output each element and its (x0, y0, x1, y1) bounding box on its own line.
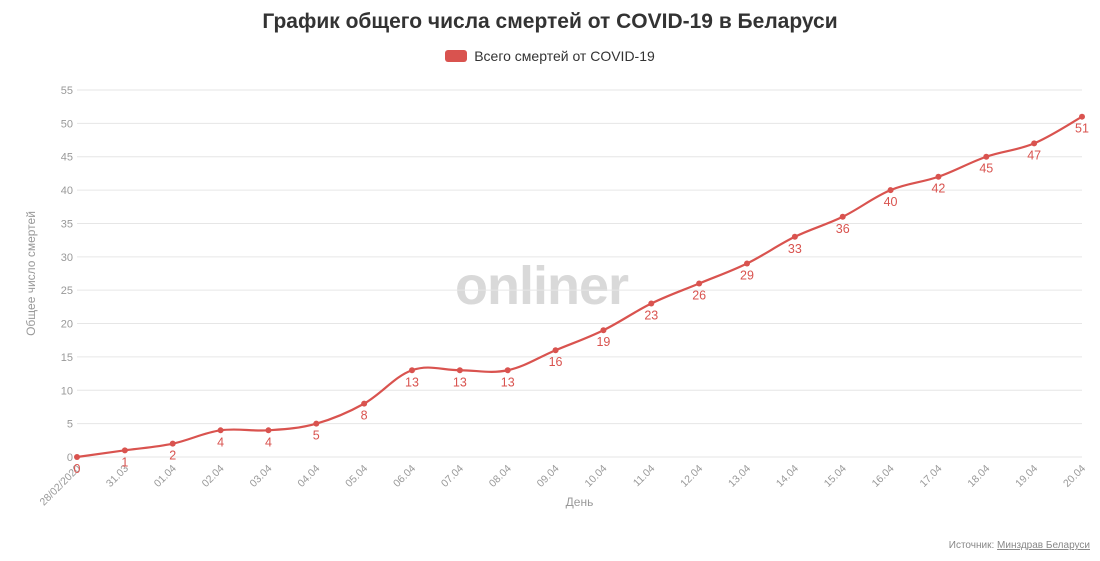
series-line (76, 115, 1083, 459)
data-point (887, 187, 894, 194)
y-tick-label: 35 (61, 218, 73, 230)
y-tick-label: 55 (61, 85, 73, 97)
x-tick-label: 07.04 (439, 463, 466, 490)
data-point (839, 213, 846, 220)
source-note: Источник: Минздрав Беларуси (949, 540, 1090, 551)
data-point (696, 280, 703, 287)
data-point (456, 367, 463, 374)
x-tick-label: 09.04 (535, 463, 562, 490)
data-point (983, 153, 990, 160)
x-tick-label: 20.04 (1061, 463, 1088, 490)
data-label: 0 (74, 462, 81, 476)
data-point (791, 233, 798, 240)
y-tick-label: 50 (61, 118, 73, 130)
x-tick-label: 06.04 (391, 463, 418, 490)
data-point (504, 367, 511, 374)
x-axis-title: День (566, 495, 594, 509)
x-tick-label: 15.04 (822, 463, 849, 490)
data-label: 33 (788, 242, 802, 256)
y-tick-label: 15 (61, 352, 73, 364)
y-tick-label: 30 (61, 252, 73, 264)
data-label: 8 (361, 409, 368, 423)
data-label: 40 (884, 195, 898, 209)
data-label: 2 (169, 449, 176, 463)
data-label: 29 (740, 268, 754, 282)
data-label: 13 (453, 375, 467, 389)
y-tick-label: 10 (61, 385, 73, 397)
data-label: 36 (836, 222, 850, 236)
data-point (361, 400, 368, 407)
x-tick-label: 13.04 (726, 463, 753, 490)
source-link[interactable]: Минздрав Беларуси (997, 540, 1090, 551)
x-tick-label: 04.04 (295, 463, 322, 490)
y-tick-label: 20 (61, 319, 73, 331)
legend[interactable]: Всего смертей от COVID-19 (0, 48, 1100, 64)
data-point (265, 427, 272, 434)
y-tick-label: 5 (67, 419, 73, 431)
x-tick-label: 17.04 (917, 463, 944, 490)
data-label: 47 (1027, 148, 1041, 162)
chart-title: График общего числа смертей от COVID-19 … (262, 10, 838, 33)
data-point (1079, 113, 1085, 120)
data-point (648, 300, 655, 307)
x-tick-label: 01.04 (152, 463, 179, 490)
x-tick-label: 03.04 (247, 463, 274, 490)
x-tick-label: 08.04 (487, 463, 514, 490)
y-tick-label: 25 (61, 285, 73, 297)
x-tick-label: 11.04 (631, 463, 658, 490)
data-label: 16 (549, 355, 563, 369)
data-label: 45 (979, 162, 993, 176)
data-label: 23 (644, 309, 658, 323)
y-tick-label: 0 (67, 452, 73, 464)
data-point (744, 260, 750, 267)
x-tick-label: 14.04 (774, 463, 801, 490)
data-point (121, 447, 128, 454)
data-label: 13 (405, 375, 419, 389)
watermark-logo: onliner (455, 256, 629, 316)
data-point (1031, 140, 1038, 147)
x-tick-label: 10.04 (582, 463, 609, 490)
data-label: 42 (931, 182, 945, 196)
data-point (313, 420, 320, 427)
x-tick-label: 02.04 (200, 463, 227, 490)
data-label: 1 (121, 455, 128, 469)
source-label: Источник: (948, 540, 995, 551)
x-tick-label: 12.04 (678, 463, 705, 490)
data-point (600, 327, 607, 334)
data-label: 5 (313, 429, 320, 443)
y-tick-label: 40 (61, 185, 73, 197)
data-label: 4 (217, 435, 224, 449)
data-label: 4 (265, 435, 272, 449)
legend-label: Всего смертей от COVID-19 (474, 48, 655, 64)
data-point (74, 454, 80, 460)
y-tick-label: 45 (61, 152, 73, 164)
data-label: 13 (501, 375, 515, 389)
data-point (935, 173, 942, 180)
data-point (409, 367, 415, 374)
data-label: 26 (692, 289, 706, 303)
x-tick-label: 16.04 (870, 463, 897, 490)
data-point (552, 347, 559, 354)
x-tick-label: 05.04 (343, 463, 370, 490)
x-tick-label: 19.04 (1013, 463, 1040, 490)
data-label: 51 (1075, 122, 1089, 136)
legend-swatch (445, 50, 468, 62)
data-point (169, 440, 176, 447)
data-label: 19 (596, 335, 610, 349)
data-point (217, 427, 224, 434)
y-axis-title: Общее число смертей (24, 211, 38, 336)
x-tick-label: 18.04 (965, 463, 992, 490)
